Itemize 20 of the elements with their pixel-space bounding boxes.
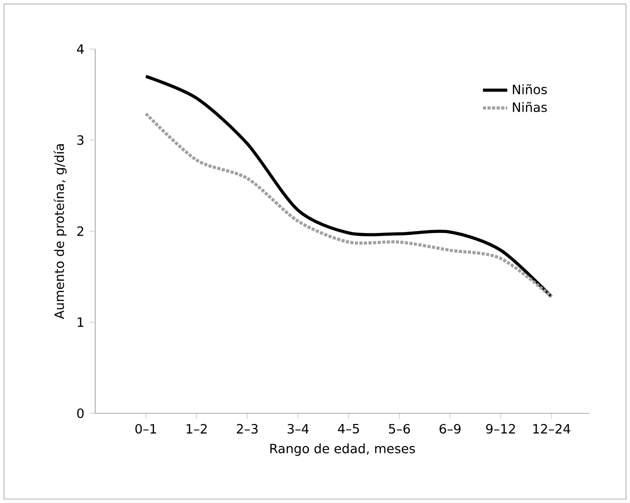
- x-tick-label: 4–5: [338, 424, 359, 434]
- x-tick-label: 9–12: [486, 424, 515, 434]
- y-tick-label: 0: [77, 408, 84, 418]
- x-tick-label: 5–6: [389, 424, 410, 434]
- x-axis-title: Rango de edad, meses: [270, 443, 415, 456]
- x-tick-label: 1–2: [186, 424, 207, 434]
- x-tick-label: 3–4: [288, 424, 309, 434]
- legend-label: Niñas: [512, 102, 547, 112]
- line-series: [144, 112, 554, 298]
- x-tick-label: 2–3: [236, 424, 258, 434]
- x-tick-label: 0–1: [135, 424, 156, 434]
- y-tick-label: 3: [77, 135, 84, 145]
- line-series: [144, 74, 554, 298]
- x-tick-label: 6–9: [440, 424, 461, 434]
- x-tick-label: 12–24: [533, 424, 570, 434]
- legend-label: Niños: [512, 84, 547, 94]
- y-tick-label: 1: [78, 317, 84, 327]
- y-tick-label: 2: [77, 226, 84, 236]
- y-tick-label: 4: [76, 44, 84, 54]
- y-axis-title: Aumento de proteína, g/día: [54, 144, 67, 319]
